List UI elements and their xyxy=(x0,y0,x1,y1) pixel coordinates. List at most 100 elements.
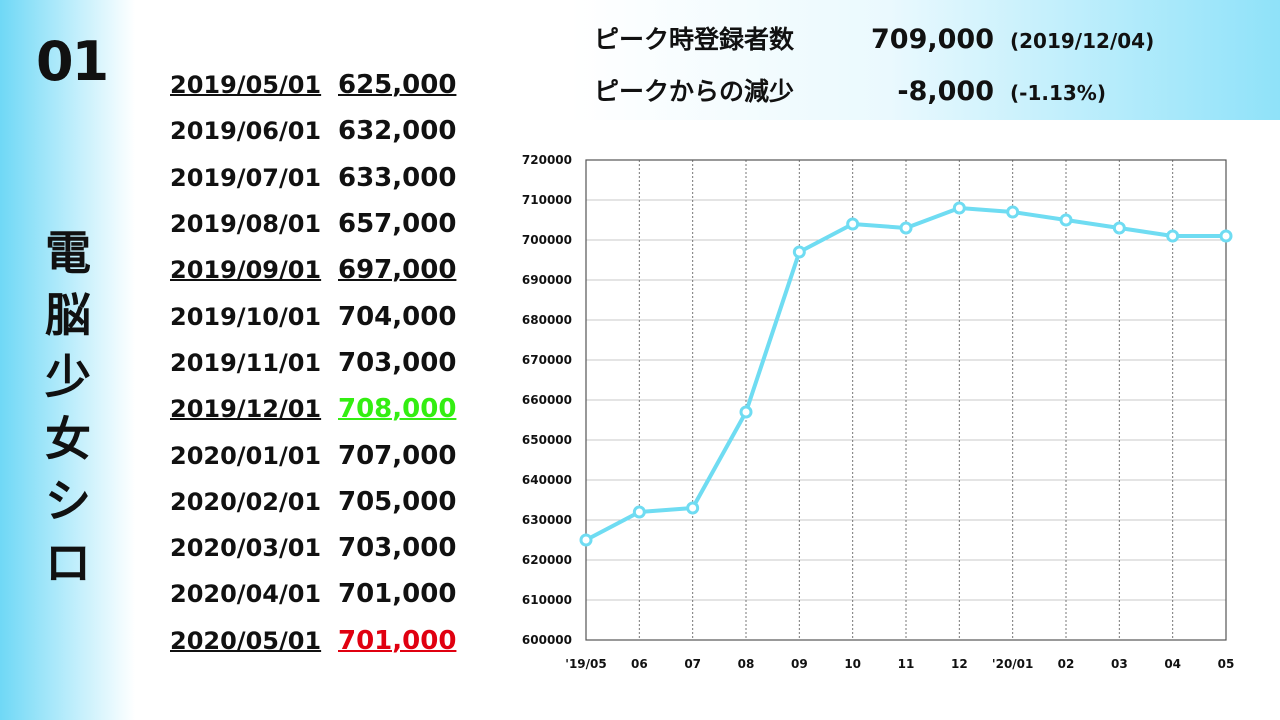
subscriber-table: 2019/05/01 625,000 2019/06/01 632,000 2019/0… xyxy=(170,62,456,664)
y-tick-label: 660000 xyxy=(522,393,572,407)
drop-label: ピークからの減少 xyxy=(594,77,795,106)
row-date-text: 2020/04/01 xyxy=(170,580,322,609)
table-row: 2019/10/01 704,000 xyxy=(170,293,456,339)
summary-panel: ピーク時登録者数 709,000 (2019/12/04) ピークからの減少 -… xyxy=(570,0,1280,120)
data-point xyxy=(1219,229,1233,243)
row-value-text: 625,000 xyxy=(338,70,457,101)
channel-name: 電脳少女シロ xyxy=(38,222,98,594)
row-value: 703,000 xyxy=(338,533,456,563)
left-accent-strip xyxy=(0,0,135,720)
x-tick-label: 11 xyxy=(898,657,915,671)
x-tick-label: 07 xyxy=(684,657,701,671)
title-char: シ xyxy=(45,474,91,528)
data-point xyxy=(792,245,806,259)
row-value-text: 705,000 xyxy=(338,486,457,517)
table-row: 2019/06/01 632,000 xyxy=(170,108,456,154)
row-date: 2020/01/01 xyxy=(170,442,338,470)
data-point xyxy=(1166,229,1180,243)
row-date: 2019/06/01 xyxy=(170,117,338,145)
title-char: 少 xyxy=(45,350,91,404)
data-point xyxy=(952,201,966,215)
table-row: 2020/05/01 701,000 xyxy=(170,618,456,664)
row-date-text: 2019/12/01 xyxy=(170,395,322,424)
plot-frame xyxy=(585,159,1227,641)
row-date: 2019/10/01 xyxy=(170,303,338,331)
row-value-text: 703,000 xyxy=(338,533,457,564)
row-value: 701,000 xyxy=(338,626,456,656)
drop-percent: (-1.13%) xyxy=(1010,81,1106,105)
row-value: 705,000 xyxy=(338,487,456,517)
data-point xyxy=(632,505,646,519)
rank-number: 01 xyxy=(36,30,109,93)
table-row: 2020/02/01 705,000 xyxy=(170,479,456,525)
peak-date: (2019/12/04) xyxy=(1010,29,1155,53)
data-point xyxy=(1059,213,1073,227)
table-row: 2019/09/01 697,000 xyxy=(170,247,456,293)
x-tick-label: 04 xyxy=(1164,657,1181,671)
row-value: 625,000 xyxy=(338,70,456,100)
row-date-text: 2020/01/01 xyxy=(170,441,322,470)
table-row: 2020/01/01 707,000 xyxy=(170,432,456,478)
x-tick-label: 03 xyxy=(1111,657,1128,671)
row-value-text: 632,000 xyxy=(338,116,457,147)
row-date-text: 2019/06/01 xyxy=(170,117,322,146)
title-char: 電 xyxy=(45,226,91,280)
row-date: 2020/03/01 xyxy=(170,534,338,562)
y-tick-label: 720000 xyxy=(522,153,572,167)
table-row: 2019/08/01 657,000 xyxy=(170,201,456,247)
table-row: 2019/12/01 708,000 xyxy=(170,386,456,432)
data-point xyxy=(899,221,913,235)
y-tick-label: 680000 xyxy=(522,313,572,327)
row-value: 708,000 xyxy=(338,394,456,424)
drop-value: -8,000 xyxy=(897,76,994,107)
x-tick-label: '20/01 xyxy=(992,657,1033,671)
row-date-text: 2019/07/01 xyxy=(170,163,322,192)
row-date: 2019/05/01 xyxy=(170,71,338,99)
data-point xyxy=(739,405,753,419)
table-row: 2019/07/01 633,000 xyxy=(170,155,456,201)
row-value: 632,000 xyxy=(338,116,456,146)
row-date: 2019/12/01 xyxy=(170,395,338,423)
title-char: 脳 xyxy=(45,288,91,342)
y-tick-label: 690000 xyxy=(522,273,572,287)
row-value-text: 701,000 xyxy=(338,625,457,656)
y-tick-label: 610000 xyxy=(522,593,572,607)
y-tick-label: 650000 xyxy=(522,433,572,447)
y-tick-label: 620000 xyxy=(522,553,572,567)
row-value-text: 704,000 xyxy=(338,301,457,332)
peak-row: ピーク時登録者数 709,000 (2019/12/04) xyxy=(594,20,1154,56)
row-date-text: 2019/11/01 xyxy=(170,348,322,377)
y-tick-label: 670000 xyxy=(522,353,572,367)
row-value: 657,000 xyxy=(338,209,456,239)
row-value: 703,000 xyxy=(338,348,456,378)
row-date-text: 2019/10/01 xyxy=(170,302,322,331)
data-point xyxy=(686,501,700,515)
row-value: 707,000 xyxy=(338,441,456,471)
row-date: 2020/02/01 xyxy=(170,488,338,516)
row-value: 697,000 xyxy=(338,255,456,285)
row-value-text: 697,000 xyxy=(338,255,457,286)
y-tick-label: 700000 xyxy=(522,233,572,247)
row-date-text: 2020/05/01 xyxy=(170,626,322,655)
table-row: 2020/04/01 701,000 xyxy=(170,571,456,617)
row-date: 2019/08/01 xyxy=(170,210,338,238)
x-tick-label: 05 xyxy=(1218,657,1235,671)
y-tick-label: 710000 xyxy=(522,193,572,207)
row-date: 2019/09/01 xyxy=(170,256,338,284)
y-tick-label: 600000 xyxy=(522,633,572,647)
x-tick-label: 10 xyxy=(844,657,861,671)
title-char: ロ xyxy=(45,536,91,590)
y-tick-label: 630000 xyxy=(522,513,572,527)
x-tick-label: 02 xyxy=(1058,657,1075,671)
peak-label: ピーク時登録者数 xyxy=(594,25,795,54)
x-tick-label: 08 xyxy=(738,657,755,671)
x-tick-label: 06 xyxy=(631,657,648,671)
title-char: 女 xyxy=(45,412,91,466)
x-tick-label: '19/05 xyxy=(565,657,606,671)
row-value-text: 701,000 xyxy=(338,579,457,610)
row-value-text: 633,000 xyxy=(338,162,457,193)
table-row: 2019/05/01 625,000 xyxy=(170,62,456,108)
data-point xyxy=(579,533,593,547)
row-value-text: 703,000 xyxy=(338,347,457,378)
